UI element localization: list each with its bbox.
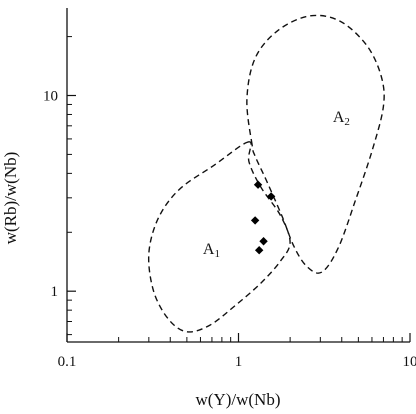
field-label-subscript: 1 [214, 248, 220, 260]
axes-layer: 0.1 1 10 1 10 [43, 8, 416, 370]
field-outline-a2 [246, 14, 385, 274]
data-point-diamond [253, 180, 263, 189]
data-point-diamond [254, 245, 264, 255]
x-tick-label: 1 [235, 354, 243, 370]
field-outline-a1 [147, 141, 291, 333]
x-tick-label: 10 [403, 354, 416, 370]
y-tick-label: 1 [51, 284, 59, 300]
data-point-diamond [250, 216, 260, 225]
points-layer [250, 180, 276, 255]
y-axis-title: w(Rb)/w(Nb) [1, 152, 20, 245]
field-label-main: A [203, 241, 215, 258]
x-tick-label: 0.1 [58, 354, 77, 370]
field-label-a1: A1 [203, 241, 220, 260]
fields-layer [147, 14, 385, 333]
field-label-main: A [333, 109, 345, 126]
data-point-diamond [266, 192, 276, 201]
y-tick-label: 10 [43, 89, 58, 105]
data-point-diamond [259, 237, 268, 246]
field-label-a2: A2 [333, 109, 350, 128]
field-label-subscript: 2 [344, 116, 350, 128]
x-axis-title: w(Y)/w(Nb) [196, 390, 281, 409]
